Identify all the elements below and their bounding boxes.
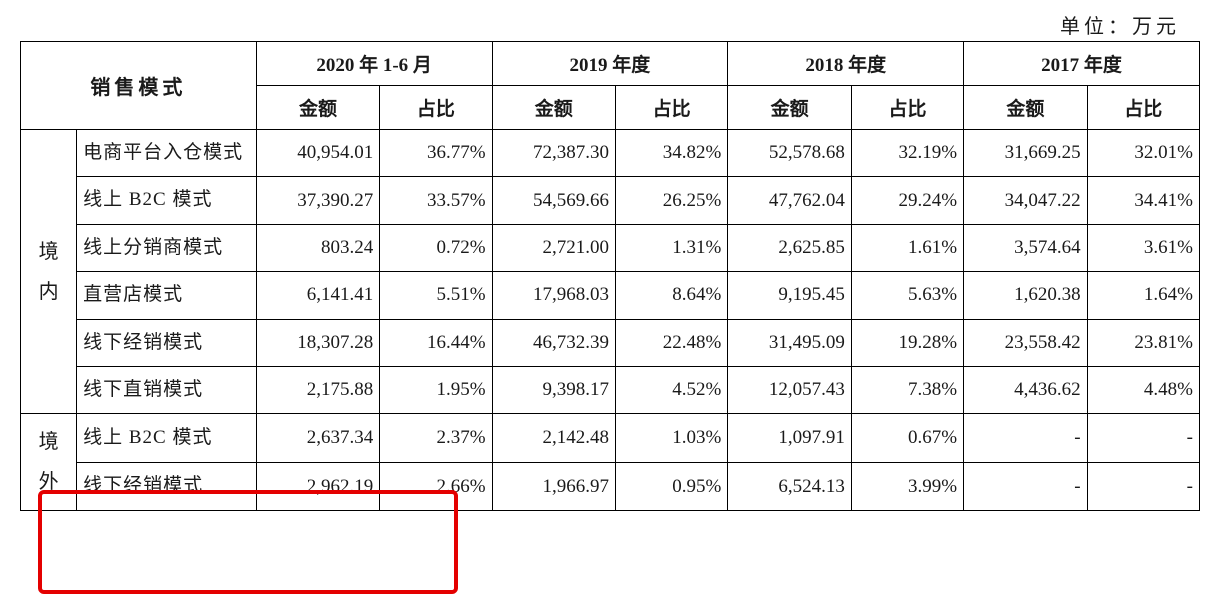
table-row: 境 内电商平台入仓模式40,954.0136.77%72,387.3034.82… bbox=[21, 130, 1200, 177]
table-cell: 26.25% bbox=[616, 177, 728, 224]
table-cell: 1,620.38 bbox=[964, 272, 1088, 319]
table-cell: 40,954.01 bbox=[256, 130, 380, 177]
table-cell: 72,387.30 bbox=[492, 130, 616, 177]
table-cell: 32.01% bbox=[1087, 130, 1199, 177]
table-cell: 1.95% bbox=[380, 366, 492, 413]
table-cell: - bbox=[964, 414, 1088, 463]
row-label: 线下经销模式 bbox=[77, 462, 257, 511]
amount-header: 金额 bbox=[256, 86, 380, 130]
table-cell: 0.72% bbox=[380, 224, 492, 271]
header-row-1: 销售模式 2020 年 1-6 月 2019 年度 2018 年度 2017 年… bbox=[21, 42, 1200, 86]
table-cell: 1.64% bbox=[1087, 272, 1199, 319]
table-cell: 2,175.88 bbox=[256, 366, 380, 413]
table-cell: 2,625.85 bbox=[728, 224, 852, 271]
table-cell: 8.64% bbox=[616, 272, 728, 319]
table-cell: 2,142.48 bbox=[492, 414, 616, 463]
table-cell: 33.57% bbox=[380, 177, 492, 224]
table-cell: 47,762.04 bbox=[728, 177, 852, 224]
table-row: 境 外线上 B2C 模式2,637.342.37%2,142.481.03%1,… bbox=[21, 414, 1200, 463]
row-label: 线上 B2C 模式 bbox=[77, 414, 257, 463]
table-cell: 34,047.22 bbox=[964, 177, 1088, 224]
table-row: 线上分销商模式803.240.72%2,721.001.31%2,625.851… bbox=[21, 224, 1200, 271]
table-cell: 34.82% bbox=[616, 130, 728, 177]
table-cell: - bbox=[964, 462, 1088, 511]
ratio-header: 占比 bbox=[1087, 86, 1199, 130]
period-header-0: 2020 年 1-6 月 bbox=[256, 42, 492, 86]
table-cell: 2,637.34 bbox=[256, 414, 380, 463]
table-cell: 16.44% bbox=[380, 319, 492, 366]
ratio-header: 占比 bbox=[616, 86, 728, 130]
table-cell: 52,578.68 bbox=[728, 130, 852, 177]
table-cell: 23.81% bbox=[1087, 319, 1199, 366]
sales-mode-header: 销售模式 bbox=[21, 42, 257, 130]
row-label: 直营店模式 bbox=[77, 272, 257, 319]
table-cell: 1,097.91 bbox=[728, 414, 852, 463]
table-cell: 22.48% bbox=[616, 319, 728, 366]
table-cell: 1.03% bbox=[616, 414, 728, 463]
table-cell: 19.28% bbox=[851, 319, 963, 366]
table-cell: 6,524.13 bbox=[728, 462, 852, 511]
table-cell: 0.95% bbox=[616, 462, 728, 511]
table-cell: 17,968.03 bbox=[492, 272, 616, 319]
table-cell: 34.41% bbox=[1087, 177, 1199, 224]
table-cell: 37,390.27 bbox=[256, 177, 380, 224]
table-row: 线下经销模式2,962.192.66%1,966.970.95%6,524.13… bbox=[21, 462, 1200, 511]
table-cell: 1.31% bbox=[616, 224, 728, 271]
ratio-header: 占比 bbox=[380, 86, 492, 130]
row-label: 线上 B2C 模式 bbox=[77, 177, 257, 224]
table-cell: 7.38% bbox=[851, 366, 963, 413]
table-cell: 4.52% bbox=[616, 366, 728, 413]
table-cell: 54,569.66 bbox=[492, 177, 616, 224]
table-cell: 5.63% bbox=[851, 272, 963, 319]
table-cell: 1.61% bbox=[851, 224, 963, 271]
table-cell: 3,574.64 bbox=[964, 224, 1088, 271]
table-cell: 2.37% bbox=[380, 414, 492, 463]
table-cell: 4.48% bbox=[1087, 366, 1199, 413]
table-cell: 3.99% bbox=[851, 462, 963, 511]
table-cell: - bbox=[1087, 414, 1199, 463]
table-cell: 0.67% bbox=[851, 414, 963, 463]
table-row: 线下直销模式2,175.881.95%9,398.174.52%12,057.4… bbox=[21, 366, 1200, 413]
row-label: 线上分销商模式 bbox=[77, 224, 257, 271]
table-wrapper: 单位：万元 销售模式 2020 年 1-6 月 2019 年度 2018 年度 … bbox=[20, 10, 1200, 511]
table-cell: 4,436.62 bbox=[964, 366, 1088, 413]
period-header-1: 2019 年度 bbox=[492, 42, 728, 86]
table-cell: 23,558.42 bbox=[964, 319, 1088, 366]
row-label: 线下经销模式 bbox=[77, 319, 257, 366]
ratio-header: 占比 bbox=[851, 86, 963, 130]
table-cell: 46,732.39 bbox=[492, 319, 616, 366]
table-cell: 31,669.25 bbox=[964, 130, 1088, 177]
sales-table: 销售模式 2020 年 1-6 月 2019 年度 2018 年度 2017 年… bbox=[20, 41, 1200, 511]
table-cell: 29.24% bbox=[851, 177, 963, 224]
table-cell: 5.51% bbox=[380, 272, 492, 319]
table-cell: 6,141.41 bbox=[256, 272, 380, 319]
table-row: 线下经销模式18,307.2816.44%46,732.3922.48%31,4… bbox=[21, 319, 1200, 366]
row-label: 线下直销模式 bbox=[77, 366, 257, 413]
table-cell: 9,398.17 bbox=[492, 366, 616, 413]
table-row: 直营店模式6,141.415.51%17,968.038.64%9,195.45… bbox=[21, 272, 1200, 319]
table-cell: 2,721.00 bbox=[492, 224, 616, 271]
amount-header: 金额 bbox=[728, 86, 852, 130]
unit-label: 单位：万元 bbox=[20, 10, 1200, 39]
amount-header: 金额 bbox=[964, 86, 1088, 130]
category-domestic: 境 内 bbox=[21, 130, 77, 414]
table-cell: 18,307.28 bbox=[256, 319, 380, 366]
period-header-2: 2018 年度 bbox=[728, 42, 964, 86]
table-cell: 9,195.45 bbox=[728, 272, 852, 319]
table-cell: 2.66% bbox=[380, 462, 492, 511]
row-label: 电商平台入仓模式 bbox=[77, 130, 257, 177]
amount-header: 金额 bbox=[492, 86, 616, 130]
table-cell: 36.77% bbox=[380, 130, 492, 177]
table-cell: 3.61% bbox=[1087, 224, 1199, 271]
table-cell: - bbox=[1087, 462, 1199, 511]
table-row: 线上 B2C 模式37,390.2733.57%54,569.6626.25%4… bbox=[21, 177, 1200, 224]
table-cell: 803.24 bbox=[256, 224, 380, 271]
table-cell: 2,962.19 bbox=[256, 462, 380, 511]
table-cell: 31,495.09 bbox=[728, 319, 852, 366]
table-cell: 12,057.43 bbox=[728, 366, 852, 413]
table-cell: 32.19% bbox=[851, 130, 963, 177]
table-cell: 1,966.97 bbox=[492, 462, 616, 511]
period-header-3: 2017 年度 bbox=[964, 42, 1200, 86]
category-overseas: 境 外 bbox=[21, 414, 77, 511]
